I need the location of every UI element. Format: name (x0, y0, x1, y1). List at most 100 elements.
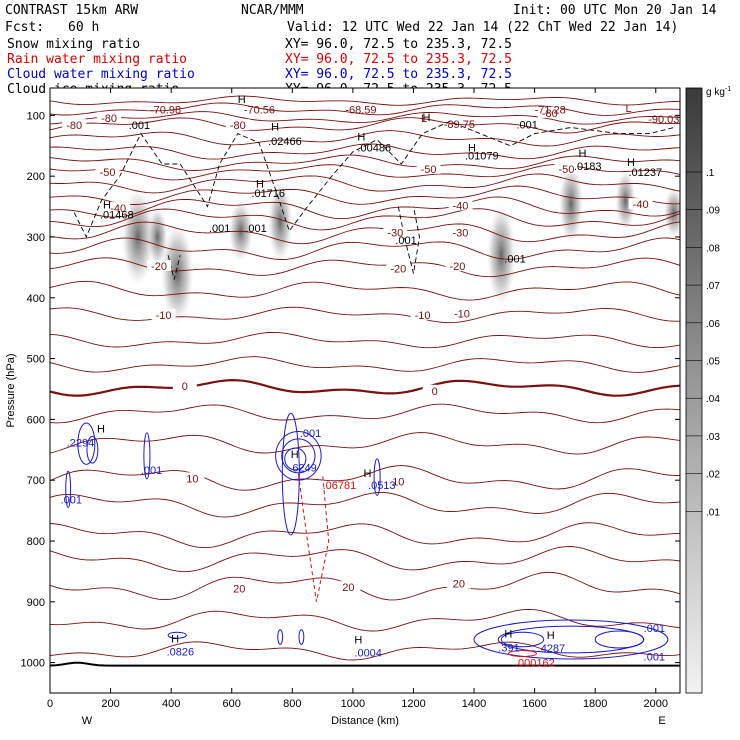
extremum-value-label: .001 (644, 652, 665, 664)
cloud-water-contour (277, 629, 284, 645)
y-tick-label: 900 (27, 597, 45, 609)
temperature-label-bg (180, 472, 205, 484)
temperature-label-bg (225, 119, 250, 131)
high-marker: H (363, 468, 371, 480)
colorbar-tick-label: .02 (706, 470, 720, 481)
valid-time: Valid: 12 UTC Wed 22 Jan 14 (22 ChT Wed … (287, 20, 678, 35)
cloud-water-contour (281, 438, 316, 474)
colorbar-tick-label: .01 (706, 507, 720, 518)
temperature-label: -30 (387, 228, 403, 240)
temperature-label: -20 (151, 261, 167, 273)
temperature-label-bg (537, 106, 562, 118)
snow-shade-blob (487, 205, 516, 306)
temperature-label-bg (106, 201, 131, 213)
cloud-water-contours (65, 412, 669, 660)
field-xy-snow: XY= 96.0, 72.5 to 235.3, 72.5 (285, 37, 512, 52)
temperature-contour-line (50, 432, 680, 455)
snow-shade-blob (663, 187, 680, 238)
colorbar-ramp (685, 87, 703, 694)
temperature-contour-line (50, 641, 680, 661)
rain-contours (297, 474, 537, 657)
temperature-contour-line (50, 185, 680, 205)
temperature-contour-line (50, 130, 680, 147)
colorbar-ticks: .1 .09 .08 .07 .06 .05 .04 .03 .02 .01 (686, 168, 720, 518)
y-tick-label: 200 (27, 171, 45, 183)
extremum-value-label: .001 (245, 223, 266, 235)
low-marker: L (625, 103, 631, 115)
high-marker: H (547, 630, 555, 642)
extremum-value-label: -90.03 (648, 114, 679, 126)
field-name-cloud-water: Cloud water mixing ratio (7, 67, 195, 82)
x-tick-label: 1600 (522, 698, 546, 710)
fcst-label: Fcst: (5, 20, 44, 35)
temperature-contour-line (50, 522, 680, 549)
temperature-contour-line (50, 117, 680, 134)
temperature-contour-line (50, 102, 680, 116)
snow-shade-blob (121, 188, 154, 285)
extremum-value-label: .001 (516, 119, 537, 131)
temperature-contour-line (50, 356, 680, 373)
x-tick-label: 600 (223, 698, 241, 710)
temperature-contour-line (50, 208, 680, 231)
extremum-value-label: .001 (504, 253, 525, 265)
field-name-snow: Snow mixing ratio (7, 37, 140, 52)
high-marker: H (627, 157, 635, 169)
cloud-water-contour (281, 412, 300, 536)
field-xy-rain: XY= 96.0, 72.5 to 235.3, 72.5 (285, 52, 512, 67)
high-marker: H (357, 132, 365, 144)
snow-shade-blob (147, 206, 168, 267)
temperature-label: 20 (233, 583, 245, 595)
colorbar-tick-label: .06 (706, 319, 720, 330)
temperature-contour-line (50, 196, 680, 220)
plot-frame (49, 87, 681, 694)
x-tick-label: 1400 (462, 698, 486, 710)
temperature-label-bg (336, 581, 361, 593)
header: CONTRAST 15km ARW NCAR/MMM Init: 00 UTC … (5, 3, 717, 97)
temperature-contour-line (50, 280, 680, 301)
y-tick-label: 1000 (21, 658, 45, 670)
extremum-value-label: -71.28 (535, 104, 566, 116)
temperature-label: 10 (186, 473, 198, 485)
temperature-label-bg (62, 119, 87, 131)
field-xy-cloud-water: XY= 96.0, 72.5 to 235.3, 72.5 (285, 67, 512, 82)
extremum-value-label: .6249 (289, 462, 317, 474)
temperature-label-bg (147, 260, 172, 272)
x-axis-label: Distance (km) (331, 715, 399, 727)
temperature-label-bg (554, 162, 579, 174)
temperature-label-bg (445, 260, 470, 272)
colorbar-tick-label: .1 (706, 168, 715, 179)
extremum-value-label: .001 (61, 495, 82, 507)
temperature-contour-line (50, 331, 680, 349)
extremum-value-label: .0513 (368, 480, 396, 492)
temperature-label-bg (97, 111, 122, 123)
temperature-contour-line (50, 403, 680, 424)
y-tick-label: 800 (27, 536, 45, 548)
temperature-label-bg (448, 199, 473, 211)
temperature-label-bg (386, 262, 411, 274)
extremum-value-label: .2294 (67, 437, 95, 449)
extremum-value-label: .001 (141, 465, 162, 477)
temperature-label-bg (95, 165, 120, 177)
temperature-label: -40 (452, 200, 468, 212)
x-tick-label: 1200 (401, 698, 425, 710)
fcst-value: 60 h (68, 20, 99, 35)
temperature-label: -10 (156, 310, 172, 322)
y-tick-label: 100 (27, 110, 45, 122)
cloud-water-contour (275, 431, 322, 481)
temperature-contour-line (50, 95, 680, 106)
cloud-water-contour (65, 470, 72, 509)
extremum-value-label: .01079 (465, 150, 499, 162)
temperature-label-bg (172, 379, 197, 391)
temperature-label-bg (628, 198, 653, 210)
x-tick-label: 400 (162, 698, 180, 710)
x-tick-label: 200 (101, 698, 119, 710)
extremum-value-label: -68.59 (345, 104, 376, 116)
colorbar-tick-label: .04 (706, 394, 720, 405)
temperature-label: -50 (421, 164, 437, 176)
x-tick-label: 0 (47, 698, 53, 710)
temperature-label-bg (449, 307, 474, 319)
extremum-value-label: .4287 (538, 643, 566, 655)
high-marker: H (238, 94, 246, 106)
high-marker: H (171, 633, 179, 645)
